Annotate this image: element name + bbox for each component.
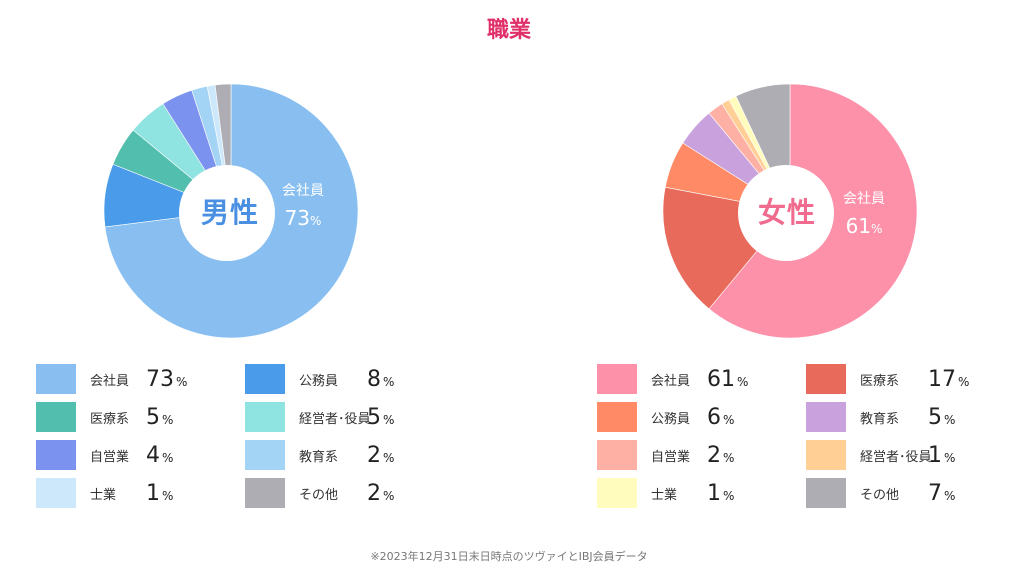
- female-legend-swatch-4: [597, 440, 637, 470]
- female-legend-label-5: 経営者･役員: [860, 449, 932, 465]
- female-legend-label-6: 士業: [651, 487, 678, 503]
- female-legend-value-3: 5%: [928, 404, 956, 430]
- female-legend-item-2: 公務員 6%: [597, 402, 734, 432]
- female-legend-item-3: 教育系 5%: [806, 402, 955, 432]
- male-legend-item-1: 公務員 8%: [245, 364, 394, 394]
- female-legend-label-3: 教育系: [860, 411, 900, 427]
- female-legend-value-4: 2%: [707, 442, 735, 468]
- female-legend-item-5: 経営者･役員 1%: [806, 440, 955, 470]
- female-legend-swatch-1: [806, 364, 846, 394]
- footnote: ※2023年12月31日末日時点のツヴァイとIBJ会員データ: [370, 550, 648, 563]
- female-legend-swatch-5: [806, 440, 846, 470]
- male-legend-item-5: 教育系 2%: [245, 440, 394, 470]
- female-legend-label-2: 公務員: [651, 411, 691, 427]
- male-legend-label-6: 士業: [90, 487, 117, 503]
- female-legend-swatch-2: [597, 402, 637, 432]
- male-legend-item-6: 士業 1%: [36, 478, 173, 508]
- female-legend-label-1: 医療系: [860, 373, 900, 389]
- male-legend-swatch-7: [245, 478, 285, 508]
- female-legend-item-7: その他 7%: [806, 478, 955, 508]
- male-legend-value-6: 1%: [146, 480, 174, 506]
- male-center-hole: [179, 165, 275, 261]
- female-legend-swatch-3: [806, 402, 846, 432]
- female-legend-label-7: その他: [860, 487, 900, 503]
- male-legend-swatch-1: [245, 364, 285, 394]
- male-legend-label-4: 自営業: [90, 449, 130, 465]
- male-legend-label-5: 教育系: [299, 449, 339, 465]
- female-legend-swatch-0: [597, 364, 637, 394]
- female-legend-swatch-7: [806, 478, 846, 508]
- female-center-hole: [738, 165, 834, 261]
- female-legend-label-0: 会社員: [651, 373, 691, 389]
- male-legend-value-1: 8%: [367, 366, 395, 392]
- male-legend-label-2: 医療系: [90, 411, 130, 427]
- male-legend-swatch-6: [36, 478, 76, 508]
- female-legend-value-6: 1%: [707, 480, 735, 506]
- female-legend-value-0: 61%: [707, 366, 749, 392]
- male-legend-label-1: 公務員: [299, 373, 339, 389]
- male-legend-item-3: 経営者･役員 5%: [245, 402, 394, 432]
- male-legend-value-7: 2%: [367, 480, 395, 506]
- female-legend-item-4: 自営業 2%: [597, 440, 734, 470]
- male-legend-swatch-0: [36, 364, 76, 394]
- female-legend-value-7: 7%: [928, 480, 956, 506]
- page-title: 職業: [486, 18, 531, 43]
- male-legend-value-5: 2%: [367, 442, 395, 468]
- male-pie-chart: 男性 会社員 73%: [96, 76, 366, 346]
- male-legend-value-0: 73%: [146, 366, 188, 392]
- female-legend-label-4: 自営業: [651, 449, 691, 465]
- male-legend-value-3: 5%: [367, 404, 395, 430]
- male-legend-swatch-2: [36, 402, 76, 432]
- male-legend-item-4: 自営業 4%: [36, 440, 173, 470]
- male-legend-swatch-3: [245, 402, 285, 432]
- female-pie-chart: 女性 会社員 61%: [655, 76, 925, 346]
- female-legend-item-0: 会社員 61%: [597, 364, 748, 394]
- female-legend-value-1: 17%: [928, 366, 970, 392]
- male-legend-item-0: 会社員 73%: [36, 364, 187, 394]
- female-legend-item-6: 士業 1%: [597, 478, 734, 508]
- female-legend-item-1: 医療系 17%: [806, 364, 969, 394]
- male-legend-label-3: 経営者･役員: [299, 411, 371, 427]
- male-legend-item-2: 医療系 5%: [36, 402, 173, 432]
- male-legend-swatch-4: [36, 440, 76, 470]
- female-pie-svg: [662, 83, 918, 339]
- male-legend-swatch-5: [245, 440, 285, 470]
- male-pie-svg: [103, 83, 359, 339]
- female-legend-value-5: 1%: [928, 442, 956, 468]
- male-legend-item-7: その他 2%: [245, 478, 394, 508]
- male-legend-value-2: 5%: [146, 404, 174, 430]
- female-legend-swatch-6: [597, 478, 637, 508]
- female-legend-value-2: 6%: [707, 404, 735, 430]
- male-legend-label-7: その他: [299, 487, 339, 503]
- male-legend-label-0: 会社員: [90, 373, 130, 389]
- male-legend-value-4: 4%: [146, 442, 174, 468]
